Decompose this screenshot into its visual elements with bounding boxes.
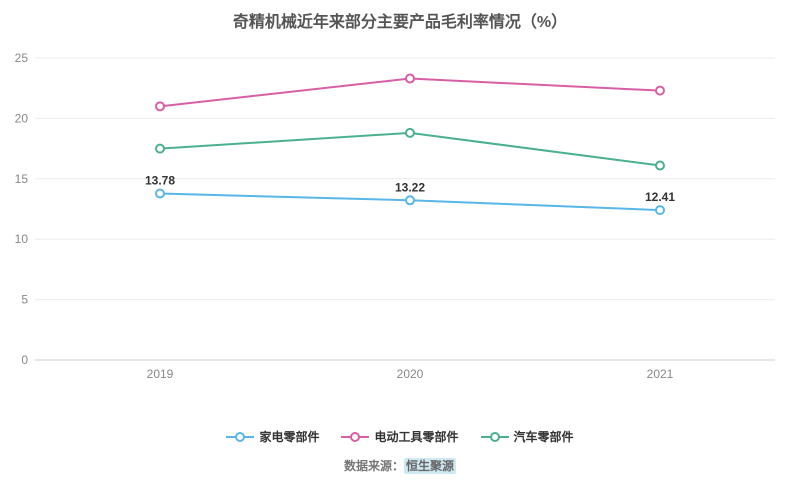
legend-label: 电动工具零部件: [374, 430, 459, 444]
svg-text:12.41: 12.41: [645, 190, 675, 204]
source-name: 恒生聚源: [404, 458, 457, 474]
line-series-marker-icon: [226, 431, 255, 442]
legend-item-auto-parts[interactable]: 汽车零部件: [480, 428, 574, 445]
svg-text:25: 25: [15, 51, 29, 65]
line-series-marker-icon: [341, 431, 370, 442]
legend-label: 家电零部件: [259, 430, 320, 444]
svg-text:13.22: 13.22: [395, 180, 425, 194]
svg-text:5: 5: [21, 293, 28, 307]
legend-label: 汽车零部件: [513, 430, 574, 444]
data-source: 数据来源： 恒生聚源: [0, 457, 800, 474]
legend-item-power-tool-parts[interactable]: 电动工具零部件: [341, 428, 459, 445]
svg-text:2021: 2021: [647, 367, 674, 381]
line-series-marker-icon: [480, 431, 509, 442]
svg-text:15: 15: [15, 172, 29, 186]
chart-title: 奇精机械近年来部分主要产品毛利率情况（%）: [232, 14, 568, 31]
legend-item-home-appliance-parts[interactable]: 家电零部件: [226, 428, 319, 445]
svg-text:0: 0: [21, 353, 28, 367]
line-chart: 0 5 10 15 20 25 2019 2020 2021 13.78 13.22 12.41: [15, 51, 775, 381]
svg-text:20: 20: [15, 111, 29, 125]
svg-text:2019: 2019: [147, 367, 174, 381]
legend: 家电零部件 电动工具零部件 汽车零部件: [0, 428, 800, 445]
svg-text:2020: 2020: [397, 367, 424, 381]
svg-text:13.78: 13.78: [145, 174, 175, 188]
source-prefix: 数据来源：: [343, 459, 404, 473]
svg-text:10: 10: [15, 232, 29, 246]
